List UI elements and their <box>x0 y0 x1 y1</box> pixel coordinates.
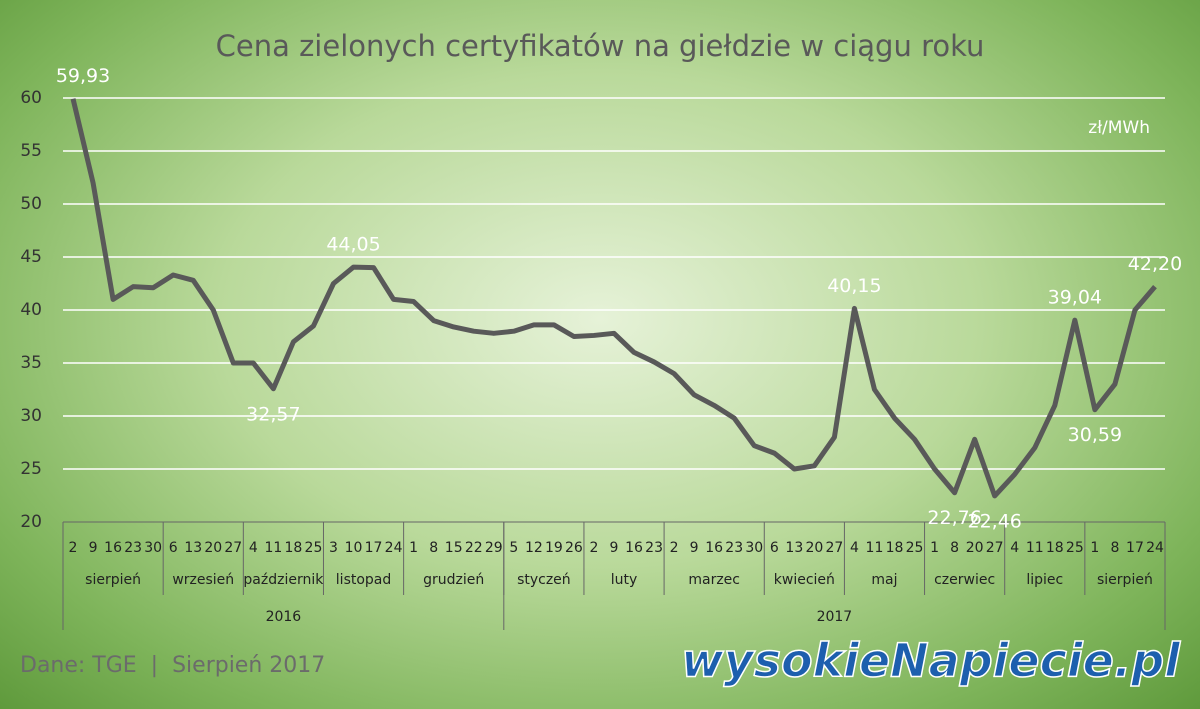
x-tick-label: 4 <box>1010 540 1019 556</box>
x-tick-label: 6 <box>770 540 779 556</box>
month-label: grudzień <box>423 572 484 588</box>
month-label: kwiecień <box>774 572 835 588</box>
month-label: styczeń <box>517 572 571 588</box>
y-tick-label: 50 <box>20 194 42 214</box>
x-tick-label: 18 <box>285 540 303 556</box>
value-label: 22,76 <box>927 507 981 529</box>
x-tick-label: 18 <box>886 540 904 556</box>
x-tick-label: 23 <box>124 540 142 556</box>
line <box>70 98 1157 499</box>
x-tick-label: 17 <box>365 540 383 556</box>
month-label: maj <box>871 572 897 588</box>
x-tick-label: 25 <box>305 540 323 556</box>
y-tick-label: 30 <box>20 406 42 426</box>
y-tick-label: 55 <box>20 141 42 161</box>
value-label: 22,46 <box>967 510 1021 532</box>
x-tick-label: 1 <box>1090 540 1099 556</box>
x-tick-label: 30 <box>144 540 162 556</box>
x-tick-label: 3 <box>329 540 338 556</box>
x-tick-label: 20 <box>805 540 823 556</box>
value-label: 40,15 <box>827 275 881 297</box>
month-label: wrzesień <box>172 572 234 588</box>
x-tick-label: 23 <box>725 540 743 556</box>
x-tick-label: 5 <box>509 540 518 556</box>
x-tick-label: 19 <box>545 540 563 556</box>
x-tick-label: 2 <box>670 540 679 556</box>
x-tick-label: 20 <box>966 540 984 556</box>
x-tick-label: 23 <box>645 540 663 556</box>
x-tick-label: 16 <box>705 540 723 556</box>
x-tick-label: 11 <box>1026 540 1044 556</box>
source: Dane: TGE | Sierpień 2017 <box>20 653 325 678</box>
x-tick-label: 30 <box>745 540 763 556</box>
x-tick-label: 2 <box>590 540 599 556</box>
x-tick-label: 1 <box>409 540 418 556</box>
value-label: 44,05 <box>326 234 380 256</box>
month-label: lipiec <box>1026 572 1063 588</box>
x-tick-label: 11 <box>866 540 884 556</box>
y-tick-label: 20 <box>20 512 42 532</box>
x-tick-label: 27 <box>825 540 843 556</box>
x-tick-label: 4 <box>249 540 258 556</box>
x-tick-label: 29 <box>485 540 503 556</box>
value-label: 59,93 <box>56 65 110 87</box>
x-tick-label: 9 <box>610 540 619 556</box>
logo: wysokieNapiecie.pl <box>681 634 1181 688</box>
x-tick-label: 16 <box>625 540 643 556</box>
month-label: czerwiec <box>934 572 995 588</box>
x-tick-label: 9 <box>690 540 699 556</box>
x-tick-label: 13 <box>184 540 202 556</box>
x-tick-label: 24 <box>385 540 403 556</box>
x-tick-label: 16 <box>104 540 122 556</box>
x-tick-label: 4 <box>850 540 859 556</box>
month-label: sierpień <box>85 572 141 588</box>
year-label: 2016 <box>266 609 302 625</box>
x-tick-label: 26 <box>565 540 583 556</box>
value-label: 42,20 <box>1128 253 1182 275</box>
x-tick-label: 24 <box>1146 540 1164 556</box>
x-tick-label: 27 <box>224 540 242 556</box>
month-label: marzec <box>688 572 740 588</box>
x-tick-label: 8 <box>1110 540 1119 556</box>
x-tick-label: 1 <box>930 540 939 556</box>
x-tick-label: 25 <box>906 540 924 556</box>
y-tick-label: 60 <box>20 88 42 108</box>
x-tick-label: 17 <box>1126 540 1144 556</box>
x-tick-label: 15 <box>445 540 463 556</box>
chart-title: Cena zielonych certyfikatów na giełdzie … <box>216 29 985 63</box>
y-tick-label: 45 <box>20 247 42 267</box>
x-tick-label: 18 <box>1046 540 1064 556</box>
value-label: 39,04 <box>1048 287 1102 309</box>
value-label: 30,59 <box>1068 424 1122 446</box>
y-tick-label: 25 <box>20 459 42 479</box>
x-tick-label: 27 <box>986 540 1004 556</box>
x-tick-label: 9 <box>89 540 98 556</box>
x-tick-label: 25 <box>1066 540 1084 556</box>
month-label: sierpień <box>1097 572 1153 588</box>
x-tick-label: 6 <box>169 540 178 556</box>
x-tick-label: 10 <box>345 540 363 556</box>
x-tick-label: 22 <box>465 540 483 556</box>
y-tick-label: 35 <box>20 353 42 373</box>
year-label: 2017 <box>817 609 853 625</box>
x-tick-label: 13 <box>785 540 803 556</box>
value-label: 32,57 <box>246 403 300 425</box>
x-tick-label: 11 <box>264 540 282 556</box>
month-label: październik <box>243 572 324 588</box>
month-label: luty <box>611 572 638 588</box>
x-tick-label: 8 <box>950 540 959 556</box>
y-tick-label: 40 <box>20 300 42 320</box>
x-tick-label: 2 <box>69 540 78 556</box>
x-tick-label: 8 <box>429 540 438 556</box>
unit-label: zł/MWh <box>1088 118 1150 138</box>
month-label: listopad <box>336 572 391 588</box>
x-tick-label: 20 <box>204 540 222 556</box>
x-tick-label: 12 <box>525 540 543 556</box>
